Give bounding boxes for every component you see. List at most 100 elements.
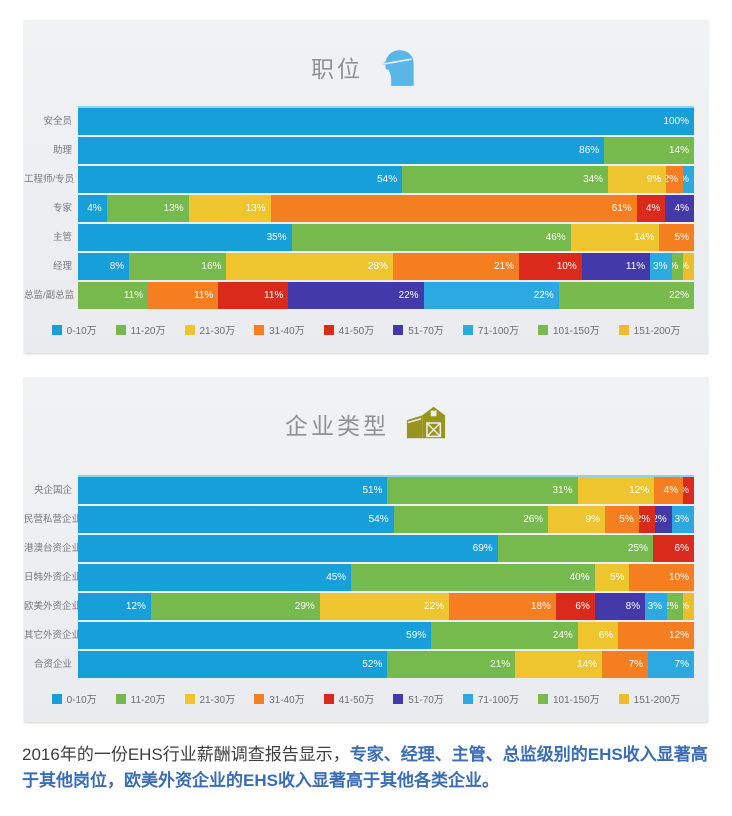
segment-value-label: 8% [109,261,125,272]
stacked-bar: 86% 14% [78,137,694,164]
company-type-chart-plot: 央企国企 51% 31% 12% 4% 1% 民营私营企业 54% 26% 9% 5% 2% 2% 3% 港… [24,475,708,678]
segment-value-label: 21% [490,659,511,670]
segment-value-label: 69% [472,543,493,554]
stacked-bar: 8% 16% 28% 21% 10% 11% 3% 1% 1% [78,253,694,280]
legend-label: 151-200万 [633,326,681,337]
bar-segment: 13% [188,195,271,222]
bar-row: 其它外资企业 59% 24% 6% 12% [24,622,694,649]
legend-item: 0-10万 [51,691,97,706]
segment-value-label: 16% [201,261,222,272]
bar-segment: 10% [629,564,694,591]
category-label: 日韩外资企业 [24,572,78,583]
legend-swatch [323,693,334,704]
bar-row: 港澳台资企业 69% 25% 6% [24,535,694,562]
stacked-bar: 51% 31% 12% 4% 1% [78,477,694,504]
segment-value-label: 21% [494,261,515,272]
bar-segment: 3% [645,593,668,620]
segment-value-label: 9% [585,514,600,525]
legend-label: 31-40万 [269,326,305,337]
category-label: 专家 [52,203,72,214]
bar-segment: 2% [638,506,656,533]
legend-swatch [51,693,62,704]
legend-label: 21-30万 [199,326,236,337]
legend-item: 151-200万 [618,322,681,337]
segment-value-label: 25% [627,543,648,554]
segment-value-label: 14% [577,659,598,670]
segment-value-label: 11% [625,261,646,272]
segment-value-label: 3% [647,601,663,612]
bar-segment: 59% [78,622,432,649]
stacked-bar: 4% 13% 13% 61% 4% 4% [78,195,694,222]
position-chart-card: 职位 安全员 100% 助理 86% 14% 工程师/专员 54% 34% 9% 2% 1% 专家 4%… [24,20,708,353]
category-label: 央企国企 [33,485,72,496]
bar-segment: 2% [655,506,672,533]
segment-value-label: 1% [683,174,689,185]
bar-segment: 11% [78,282,149,309]
stacked-bar: 100% [78,108,694,135]
bar-segment: 7% [648,651,694,678]
bar-segment: 2% [666,166,684,193]
segment-value-label: 100% [663,116,689,127]
legend-label: 51-70万 [408,695,444,706]
segment-value-label: 4% [645,203,661,214]
segment-value-label: 2% [667,601,679,612]
category-label: 工程师/专员 [24,174,75,185]
segment-value-label: 22% [398,290,419,301]
legend-item: 101-150万 [537,322,600,337]
segment-value-label: 24% [552,630,573,641]
category-label: 安全员 [43,116,72,127]
legend-swatch [254,693,265,704]
bar-segment: 13% [106,195,189,222]
segment-value-label: 29% [294,601,315,612]
segment-value-label: 6% [575,601,590,612]
legend-item: 31-40万 [254,322,305,337]
segment-value-label: 12% [125,601,146,612]
bar-segment: 11% [148,282,219,309]
bar-segment: 22% [288,282,424,309]
segment-value-label: 26% [523,514,544,525]
bar-segment: 52% [78,651,388,678]
stacked-bar: 54% 34% 9% 2% 1% [78,166,694,193]
bar-segment: 51% [78,477,388,504]
bar-segment: 14% [604,137,694,164]
segment-value-label: 61% [611,203,632,214]
segment-value-label: 3% [674,514,689,525]
bar-segment: 86% [78,137,605,164]
bar-segment: 31% [387,477,578,504]
legend-swatch [184,693,195,704]
bar-segment: 1% [672,253,684,280]
segment-value-label: 14% [668,145,689,156]
segment-value-label: 2% [639,514,651,525]
bar-segment: 46% [291,224,571,251]
bar-segment: 45% [78,564,352,591]
segment-value-label: 59% [406,630,427,641]
segment-value-label: 2% [666,174,679,185]
segment-value-label: 46% [545,232,566,243]
legend-item: 11-20万 [115,691,166,706]
segment-value-label: 13% [245,203,266,214]
legend-swatch [115,693,126,704]
segment-value-label: 14% [634,232,655,243]
legend-item: 11-20万 [115,322,166,337]
position-chart-title: 职位 [311,56,363,82]
bar-segment: 4% [636,195,666,222]
segment-value-label: 5% [674,232,689,243]
bar-segment: 25% [497,535,653,562]
legend-label: 41-50万 [338,695,375,706]
bar-segment: 1% [683,253,694,280]
legend-label: 151-200万 [633,695,681,706]
bar-segment: 18% [449,593,556,620]
category-label: 欧美外资企业 [24,601,78,612]
bar-segment: 21% [392,253,520,280]
bar-segment: 26% [393,506,549,533]
stacked-bar: 35% 46% 14% 5% [78,224,694,251]
bar-segment: 12% [78,593,151,620]
segment-value-label: 7% [628,659,644,670]
segment-value-label: 4% [674,203,689,214]
position-chart-legend: 0-10万 11-20万 21-30万 31-40万 41-50万 51-70万 71-10… [24,322,708,353]
segment-value-label: 2% [655,514,667,525]
company-type-chart-title: 企业类型 [285,413,389,439]
legend-item: 21-30万 [184,322,236,337]
bar-segment: 12% [577,477,655,504]
bar-segment: 24% [431,622,578,649]
